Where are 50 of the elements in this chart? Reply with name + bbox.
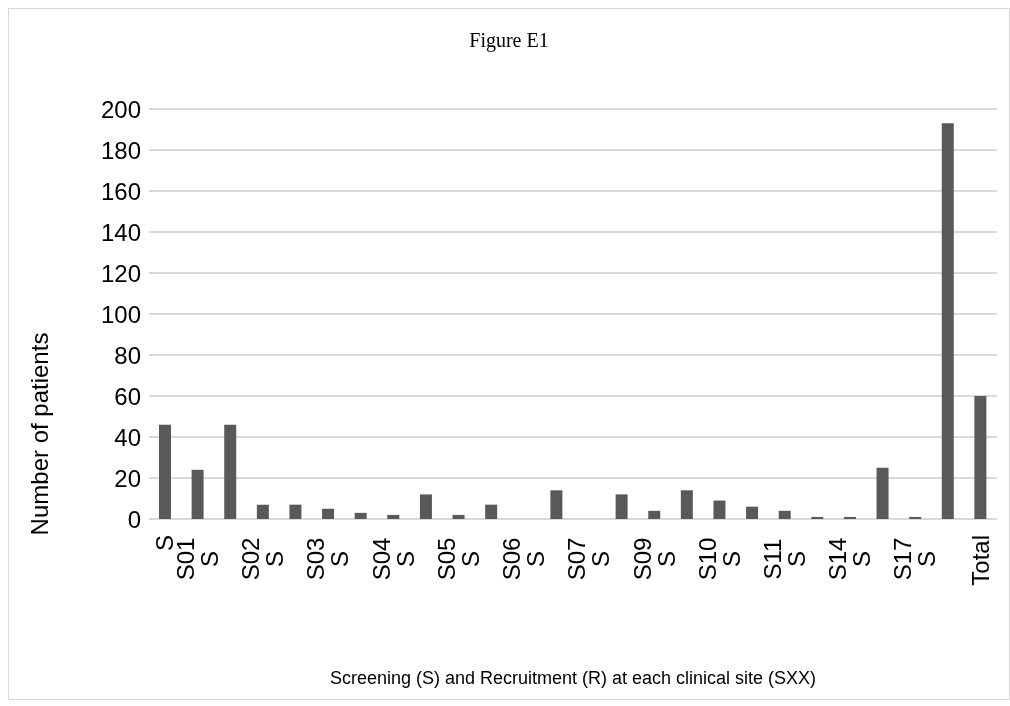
y-tick-label: 160	[100, 177, 141, 205]
bar	[550, 490, 563, 519]
bar	[876, 467, 889, 519]
x-tick-label: S05 S	[432, 537, 484, 581]
bar	[713, 500, 726, 519]
bar	[648, 510, 661, 519]
y-tick-label: 120	[100, 259, 141, 287]
bar	[746, 506, 759, 519]
bar	[778, 510, 791, 519]
x-tick-label: S11 S	[759, 538, 810, 580]
bar	[191, 469, 204, 519]
y-tick-label: 60	[114, 382, 141, 410]
x-tick-label: S10 S	[693, 537, 745, 581]
y-tick-label: 80	[114, 341, 141, 369]
x-tick-label: Total	[966, 535, 994, 586]
y-axis-title: Number of patients	[25, 332, 53, 536]
y-tick-label: 20	[114, 464, 141, 492]
bar	[941, 123, 954, 519]
bar	[680, 490, 693, 519]
bar	[387, 514, 400, 519]
bar	[452, 514, 465, 519]
bar	[419, 494, 432, 519]
x-tick-label: S07 S	[563, 537, 615, 581]
x-tick-label: S04 S	[367, 537, 419, 581]
bar	[256, 504, 269, 519]
x-tick-label: S17 S	[889, 537, 941, 581]
bar	[811, 516, 824, 519]
y-tick-label: 40	[114, 423, 141, 451]
x-tick-label: S03 S	[302, 537, 354, 581]
y-tick-label: 200	[100, 95, 141, 123]
x-tick-label: S02 S	[237, 537, 289, 581]
bar	[615, 494, 628, 519]
bar	[224, 424, 237, 519]
x-axis-title: Screening (S) and Recruitment (R) at each clinical site (SXX)	[329, 668, 817, 688]
y-tick-label: 140	[100, 218, 141, 246]
chart-title: Figure E1	[468, 29, 550, 52]
y-tick-label: 180	[100, 136, 141, 164]
bar	[159, 424, 171, 519]
bar	[909, 516, 922, 519]
y-tick-label: 100	[100, 300, 141, 328]
bar	[289, 504, 302, 519]
bar	[354, 512, 367, 519]
bar	[485, 504, 498, 519]
bar	[974, 396, 987, 519]
x-tick-label: S09 S	[628, 537, 680, 581]
bar	[322, 508, 335, 519]
x-tick-label: S14 S	[824, 537, 876, 581]
x-tick-label: S06 S	[498, 537, 550, 581]
y-tick-label: 0	[127, 505, 141, 533]
bar	[843, 516, 856, 519]
